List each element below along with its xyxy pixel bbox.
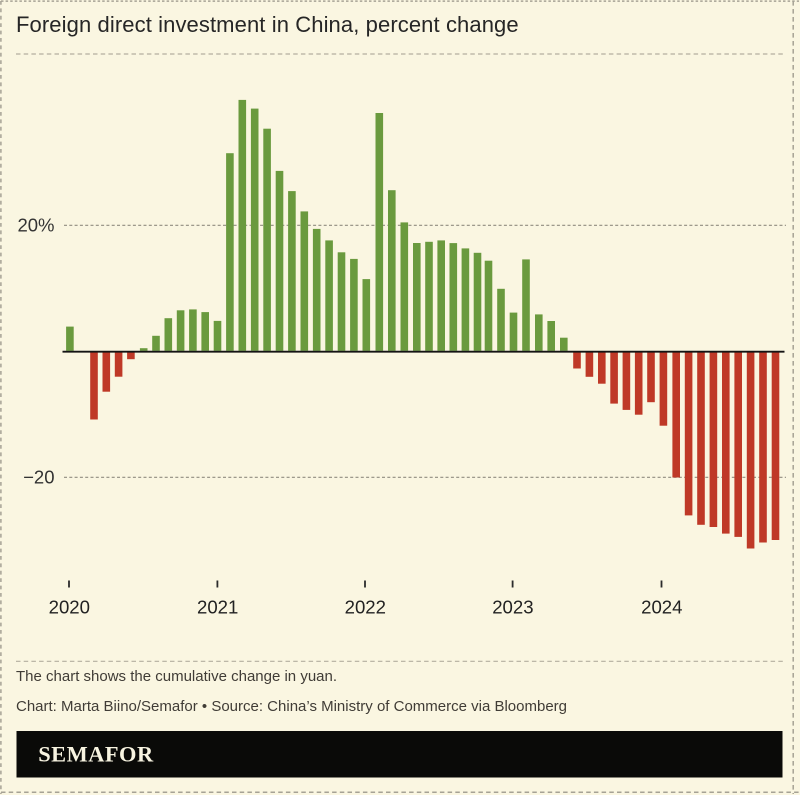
svg-text:The chart shows the cumulative: The chart shows the cumulative change in… bbox=[16, 668, 337, 685]
svg-text:Foreign direct investment in C: Foreign direct investment in China, perc… bbox=[16, 12, 519, 37]
svg-text:−20: −20 bbox=[23, 467, 54, 488]
svg-text:Chart: Marta Biino/Semafor • S: Chart: Marta Biino/Semafor • Source: Chi… bbox=[16, 698, 567, 715]
svg-text:SEMAFOR: SEMAFOR bbox=[38, 742, 154, 767]
svg-text:2021: 2021 bbox=[197, 597, 238, 618]
svg-text:2024: 2024 bbox=[641, 597, 682, 618]
svg-text:2020: 2020 bbox=[49, 597, 90, 618]
svg-text:2023: 2023 bbox=[492, 597, 533, 618]
svg-text:2022: 2022 bbox=[345, 597, 386, 618]
svg-text:20%: 20% bbox=[17, 215, 54, 236]
